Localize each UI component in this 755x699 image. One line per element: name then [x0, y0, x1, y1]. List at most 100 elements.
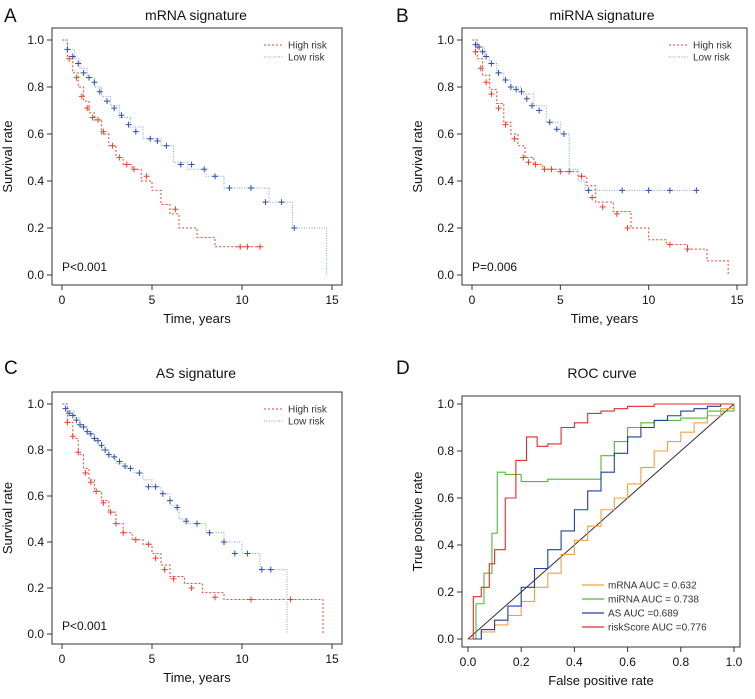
censor-mark-high-risk: [188, 585, 195, 591]
censor-mark-low-risk: [122, 463, 128, 470]
panel-d-ylabel: True positive rate: [410, 472, 425, 572]
censor-mark-low-risk: [560, 131, 567, 137]
panel-d-ytick-label: 0.0: [437, 632, 454, 646]
censor-mark-low-risk: [91, 79, 98, 86]
panel-b-xtick-label: 5: [557, 293, 564, 307]
panel-b-ytick-label: 0.2: [437, 221, 454, 235]
legend-label-3: AS AUC =0.689: [608, 609, 679, 620]
censor-mark-high-risk: [495, 105, 502, 112]
censor-mark-low-risk: [291, 225, 298, 231]
censor-mark-low-risk: [278, 199, 285, 206]
censor-mark-low-risk: [84, 428, 91, 435]
censor-mark-low-risk: [111, 453, 118, 460]
censor-mark-low-risk: [488, 60, 495, 67]
panel-c-ytick-label: 1.0: [27, 397, 44, 411]
censor-mark-high-risk: [84, 105, 91, 112]
panel-c-xtick-label: 10: [235, 652, 249, 666]
panel-d-title: ROC curve: [567, 365, 636, 381]
censor-mark-low-risk: [69, 412, 76, 419]
censor-mark-low-risk: [553, 126, 560, 133]
panel-letter-d: D: [396, 358, 410, 379]
censor-mark-low-risk: [96, 88, 103, 95]
censor-mark-high-risk: [152, 555, 159, 562]
legend-label-1: mRNA AUC = 0.632: [608, 581, 697, 592]
censor-mark-low-risk: [95, 437, 101, 444]
censor-mark-low-risk: [546, 119, 553, 126]
panel-b: B miRNA signature 0 5 10 15 0.0 0.2 0.4 0.6 0.8 1…: [396, 6, 748, 326]
censor-mark-low-risk: [145, 483, 152, 490]
panel-b-xtick-label: 15: [730, 293, 744, 307]
panel-c-pvalue: P<0.001: [62, 619, 107, 633]
panel-c-ytick-label: 0.4: [27, 535, 44, 549]
censor-mark-low-risk: [127, 465, 134, 472]
censor-mark-low-risk: [221, 539, 227, 545]
panel-a-ytick-label: 0.2: [27, 221, 44, 235]
censor-mark-high-risk: [557, 168, 564, 175]
censor-mark-high-risk: [520, 154, 527, 161]
panel-b-pvalue: P=0.006: [472, 260, 517, 274]
censor-mark-low-risk: [693, 187, 700, 194]
censor-mark-high-risk: [89, 114, 96, 121]
legend-label-high-risk: High risk: [288, 405, 328, 416]
panel-b-ytick-label: 1.0: [437, 33, 454, 47]
panel-d-xtick-label: 0.6: [619, 655, 636, 669]
censor-mark-high-risk: [488, 91, 495, 98]
censor-mark-low-risk: [183, 518, 190, 525]
censor-mark-low-risk: [212, 173, 218, 180]
panel-b-ytick-label: 0.0: [437, 268, 454, 282]
panel-a-ytick-label: 0.4: [27, 174, 44, 188]
panel-c-frame: [51, 391, 343, 645]
censor-mark-low-risk: [619, 187, 626, 194]
panel-d-ytick-label: 0.6: [437, 491, 454, 505]
censor-mark-high-risk: [131, 166, 137, 173]
censor-mark-high-risk: [78, 93, 85, 100]
censor-mark-high-risk: [87, 479, 94, 486]
censor-mark-low-risk: [262, 199, 269, 206]
censor-mark-low-risk: [136, 470, 143, 476]
panel-a-xtick-label: 15: [325, 293, 339, 307]
censor-mark-high-risk: [666, 241, 673, 248]
panel-a-ytick-label: 0.6: [27, 127, 44, 141]
censor-mark-high-risk: [145, 541, 152, 548]
legend-label-low-risk: Low risk: [288, 53, 326, 64]
panel-b-ytick-label: 0.4: [437, 174, 454, 188]
km-curve-low-risk: [472, 39, 699, 191]
panel-a-frame: [51, 27, 343, 286]
censor-mark-high-risk: [525, 159, 532, 166]
censor-mark-high-risk: [82, 470, 89, 476]
censor-mark-low-risk: [159, 490, 166, 497]
censor-mark-low-risk: [645, 187, 652, 194]
censor-mark-low-risk: [73, 417, 80, 424]
roc-curve-4: [468, 403, 734, 640]
legend-label-high-risk: High risk: [288, 41, 328, 52]
censor-mark-high-risk: [132, 536, 139, 543]
censor-mark-high-risk: [502, 121, 509, 128]
censor-mark-high-risk: [578, 173, 585, 180]
censor-mark-low-risk: [479, 48, 486, 55]
panel-a: A mRNA signature 0 5 10 15 0.0 0.2 0.4 0.6 0.8 1.…: [0, 6, 343, 326]
censor-mark-low-risk: [125, 121, 132, 128]
censor-mark-low-risk: [495, 69, 502, 76]
panel-d: D ROC curve 0.0 0.2 0.4 0.6 0.8 1.0 0.0 0.2 0.4 0…: [396, 358, 743, 688]
censor-mark-high-risk: [113, 520, 119, 527]
km-curve-low-risk: [62, 39, 328, 275]
censor-mark-high-risk: [477, 65, 484, 72]
censor-mark-low-risk: [66, 410, 73, 417]
censor-mark-high-risk: [143, 173, 150, 180]
censor-mark-low-risk: [116, 458, 123, 465]
censor-mark-low-risk: [226, 185, 233, 192]
censor-mark-low-risk: [523, 95, 530, 102]
legend-label-low-risk: Low risk: [288, 417, 326, 428]
panel-c-ytick-label: 0.2: [27, 581, 44, 595]
censor-mark-low-risk: [258, 566, 265, 573]
censor-mark-low-risk: [167, 497, 173, 504]
censor-mark-low-risk: [206, 529, 213, 536]
censor-mark-low-risk: [75, 60, 82, 67]
panel-c-ytick-label: 0.6: [27, 489, 44, 503]
censor-mark-low-risk: [77, 421, 83, 428]
censor-mark-high-risk: [483, 79, 490, 86]
panel-d-xtick-label: 0.2: [513, 655, 530, 669]
panel-b-xtick-label: 10: [642, 293, 656, 307]
censor-mark-low-risk: [62, 405, 69, 412]
